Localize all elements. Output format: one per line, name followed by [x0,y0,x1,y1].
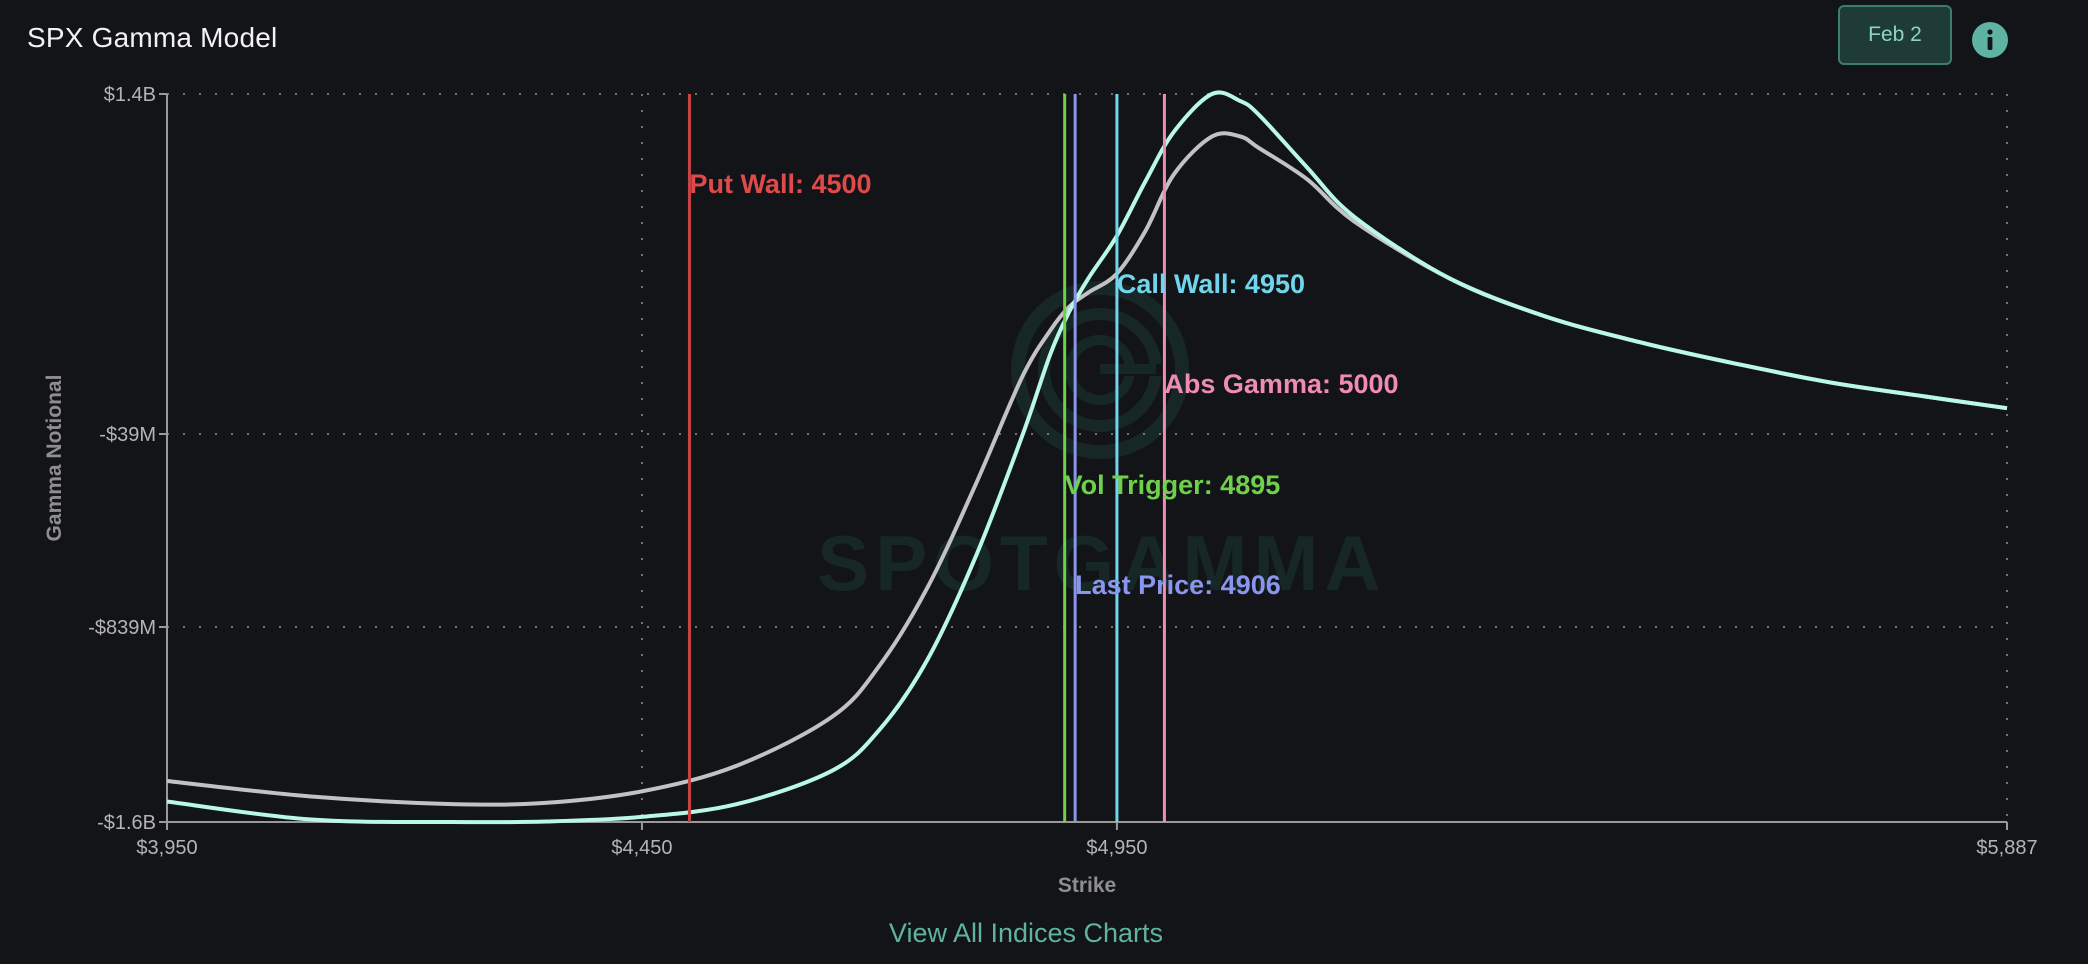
y-axis-title: Gamma Notional [43,375,66,542]
x-tick-label: $5,887 [1976,837,2037,859]
level-label: Vol Trigger: 4895 [1065,470,1281,500]
y-tick-label: -$839M [88,617,156,639]
level-label: Call Wall: 4950 [1117,269,1305,299]
series-line-1 [166,131,2008,807]
level-label: Abs Gamma: 5000 [1164,369,1398,399]
y-tick-label: -$1.6B [97,812,156,834]
y-tick-label: $1.4B [104,84,156,106]
series-lines [166,90,2008,825]
page-title: SPX Gamma Model [27,22,278,53]
axes: $1.4B -$39M -$839M -$1.6B $3,950 $4,450 $4,950… [88,84,2037,859]
gamma-chart: SPOTGAMMA $1.4B -$39M -$839M -$1.6B $3,950 $4… [43,84,2038,897]
level-labels: Put Wall: 4500 Call Wall: 4950 Abs Gamma: … [689,169,1398,600]
level-label: Last Price: 4906 [1075,570,1281,600]
x-tick-label: $3,950 [136,837,197,859]
view-all-indices-link[interactable]: View All Indices Charts [888,918,1164,948]
date-button[interactable]: Feb 2 [1838,5,1952,65]
x-tick-label: $4,950 [1086,837,1147,859]
series-line-2 [166,90,2008,825]
watermark-text: SPOTGAMMA [817,519,1387,607]
level-lines [687,94,1166,822]
y-tick-label: -$39M [99,424,156,446]
info-icon[interactable] [1972,22,2008,58]
level-label: Put Wall: 4500 [689,169,871,199]
x-axis-title: Strike [1058,874,1116,897]
x-tick-label: $4,450 [611,837,672,859]
